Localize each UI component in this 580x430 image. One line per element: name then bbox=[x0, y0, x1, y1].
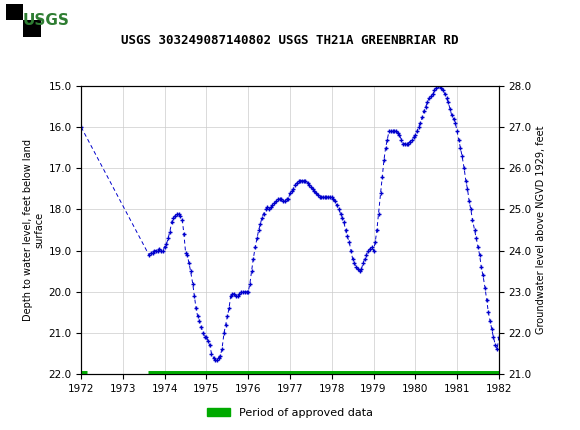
Bar bbox=[6, 4, 23, 20]
Text: USGS 303249087140802 USGS TH21A GREENBRIAR RD: USGS 303249087140802 USGS TH21A GREENBRI… bbox=[121, 34, 459, 47]
Text: USGS: USGS bbox=[23, 13, 70, 28]
Bar bbox=[23, 20, 41, 37]
Legend: Period of approved data: Period of approved data bbox=[203, 403, 377, 422]
Y-axis label: Depth to water level, feet below land
surface: Depth to water level, feet below land su… bbox=[23, 139, 44, 321]
Y-axis label: Groundwater level above NGVD 1929, feet: Groundwater level above NGVD 1929, feet bbox=[536, 126, 546, 334]
Bar bbox=[6, 4, 87, 37]
